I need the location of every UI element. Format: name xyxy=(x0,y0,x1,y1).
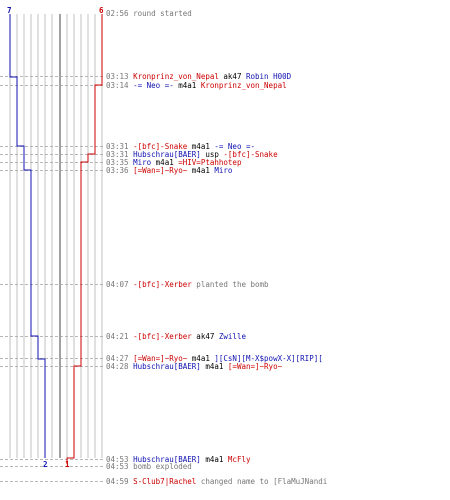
event-row: 03:35 Miro m4a1 =HIV=Ptahhotep xyxy=(106,158,242,167)
event-time: 04:21 xyxy=(106,332,133,341)
event-time: 04:07 xyxy=(106,280,133,289)
event-row: 04:07 -[bfc]-Xerber planted the bomb xyxy=(106,280,269,289)
red-team-alive-line xyxy=(66,14,103,464)
red-player-name: Kronprinz_von_Nepal xyxy=(201,81,287,90)
red-player-name: McFly xyxy=(228,455,251,464)
event-text: m4a1 xyxy=(151,158,178,167)
blue-player-name: -= Neo =- xyxy=(133,81,174,90)
blue-player-name: ][CsN][M-X$powX-X][RIP][ xyxy=(214,354,322,363)
event-log: 02:56 round started 03:13 Kronprinz_von_N… xyxy=(106,9,327,486)
event-time: 03:13 xyxy=(106,72,133,81)
blue-player-name: Robin H00D xyxy=(246,72,292,81)
event-text: m4a1 xyxy=(187,166,214,175)
event-row: 03:31 Hubschrau[BAER] usp -[bfc]-Snake xyxy=(106,150,278,159)
blue-player-name: Hubschrau[BAER] xyxy=(133,455,201,464)
red-start-count: 6 xyxy=(99,6,104,15)
event-time: 04:59 xyxy=(106,477,133,486)
red-player-name: -[bfc]-Snake xyxy=(133,142,188,151)
red-player-name: -[bfc]-Xerber xyxy=(133,280,192,289)
event-time: 03:31 xyxy=(106,150,133,159)
blue-player-name: Hubschrau[BAER] xyxy=(133,150,201,159)
event-time: 03:14 xyxy=(106,81,133,90)
event-text: ak47 xyxy=(219,72,246,81)
event-time: 02:56 xyxy=(106,9,133,18)
red-player-name: S-Club7|Rachel xyxy=(133,477,196,486)
event-text: bomb exploded xyxy=(133,462,192,471)
event-text: m4a1 xyxy=(201,362,228,371)
red-player-name: =HIV=Ptahhotep xyxy=(178,158,242,167)
blue-player-name: Hubschrau[BAER] xyxy=(133,362,201,371)
event-time: 04:53 xyxy=(106,462,133,471)
red-end-count: 1 xyxy=(65,460,70,469)
blue-team-alive-line xyxy=(9,14,46,458)
event-row: 03:13 Kronprinz_von_Nepal ak47 Robin H00… xyxy=(106,72,292,81)
event-row: 03:36 [=Wan=]~Ryo~ m4a1 Miro xyxy=(106,166,233,175)
red-player-name: Kronprinz_von_Nepal xyxy=(133,72,219,81)
blue-player-name: Miro xyxy=(214,166,233,175)
event-text: m4a1 xyxy=(174,81,201,90)
red-player-name: -[bfc]-Snake xyxy=(223,150,278,159)
red-player-name: [=Wan=]~Ryo~ xyxy=(133,166,188,175)
red-player-name: [=Wan=]~Ryo~ xyxy=(133,354,188,363)
event-text: ak47 xyxy=(192,332,219,341)
event-connectors xyxy=(0,76,104,482)
event-text: planted the bomb xyxy=(192,280,269,289)
event-time: 03:36 xyxy=(106,166,133,175)
event-row: 04:59 S-Club7|Rachel changed name to [Fl… xyxy=(106,477,327,486)
event-row: 04:21 -[bfc]-Xerber ak47 Zwille xyxy=(106,332,246,341)
event-time: 03:35 xyxy=(106,158,133,167)
red-player-name: [=Wan=]~Ryo~ xyxy=(228,362,283,371)
blue-player-name: Miro xyxy=(133,158,152,167)
event-row: 02:56 round started xyxy=(106,9,192,18)
event-text: m4a1 xyxy=(187,142,214,151)
event-text: [FlaMuJNandi xyxy=(273,477,327,486)
event-row: 04:53 bomb exploded xyxy=(106,462,192,471)
event-text: usp xyxy=(201,150,224,159)
blue-start-count: 7 xyxy=(7,6,12,15)
blue-player-name: Zwille xyxy=(219,332,247,341)
event-row: 04:27 [=Wan=]~Ryo~ m4a1 ][CsN][M-X$powX-… xyxy=(106,354,323,363)
event-row: 03:14 -= Neo =- m4a1 Kronprinz_von_Nepal xyxy=(106,81,287,90)
blue-player-name: -= Neo =- xyxy=(214,142,255,151)
event-time: 04:53 xyxy=(106,455,133,464)
event-row: 04:28 Hubschrau[BAER] m4a1 [=Wan=]~Ryo~ xyxy=(106,362,283,371)
event-time: 04:27 xyxy=(106,354,133,363)
event-row: 03:31 -[bfc]-Snake m4a1 -= Neo =- xyxy=(106,142,255,151)
event-row: 04:53 Hubschrau[BAER] m4a1 McFly xyxy=(106,455,251,464)
event-time: 03:31 xyxy=(106,142,133,151)
event-time: 04:28 xyxy=(106,362,133,371)
blue-end-count: 2 xyxy=(43,460,48,469)
event-text: round started xyxy=(133,9,192,18)
player-grid xyxy=(9,14,103,458)
red-player-name: -[bfc]-Xerber xyxy=(133,332,192,341)
event-text: changed name to xyxy=(196,477,273,486)
event-text: m4a1 xyxy=(201,455,228,464)
event-text: m4a1 xyxy=(187,354,214,363)
